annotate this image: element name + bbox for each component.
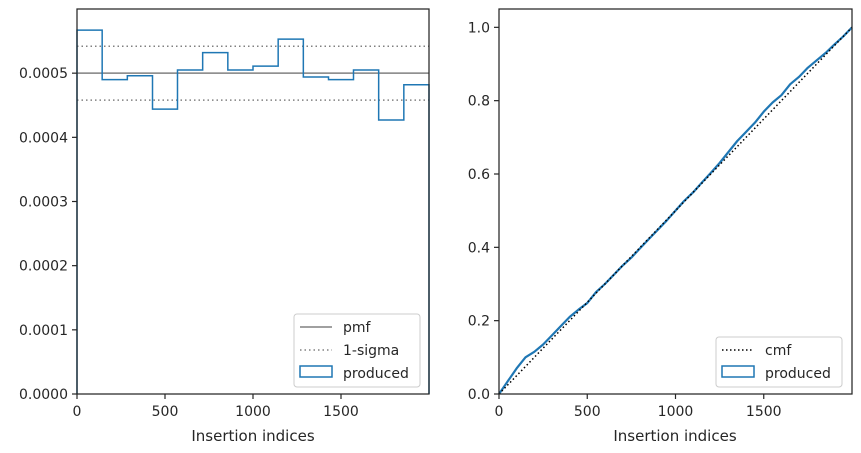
cmf-line bbox=[498, 26, 853, 395]
legend-sigma-label: 1-sigma bbox=[343, 343, 399, 359]
right-plot-area bbox=[498, 26, 853, 395]
left-x-ticks: 0 500 1000 1500 bbox=[73, 394, 359, 420]
y-tick-label: 0.0002 bbox=[19, 259, 68, 275]
y-tick-label: 0.8 bbox=[468, 94, 490, 110]
legend-produced-swatch bbox=[299, 365, 333, 378]
legend-produced-label: produced bbox=[343, 366, 409, 382]
x-tick-label: 0 bbox=[73, 404, 82, 420]
y-tick-label: 0.0 bbox=[468, 387, 490, 403]
left-y-ticks: 0.0000 0.0001 0.0002 0.0003 0.0004 0.0005 bbox=[19, 66, 77, 403]
left-legend-box bbox=[293, 313, 421, 388]
left-legend: pmf 1-sigma produced bbox=[293, 313, 421, 388]
left-x-axis-label: Insertion indices bbox=[191, 427, 314, 445]
x-tick-label: 0 bbox=[495, 404, 504, 420]
y-tick-label: 0.0003 bbox=[19, 195, 68, 211]
x-tick-label: 1500 bbox=[746, 404, 782, 420]
x-tick-label: 1000 bbox=[658, 404, 694, 420]
x-tick-label: 500 bbox=[574, 404, 601, 420]
right-chart: 0 500 1000 1500 0.0 0.2 0.4 0.6 0.8 1.0 Insertio… bbox=[468, 8, 853, 445]
right-y-ticks: 0.0 0.2 0.4 0.6 0.8 1.0 bbox=[468, 20, 499, 403]
x-tick-label: 500 bbox=[152, 404, 179, 420]
legend-pmf-label: pmf bbox=[343, 320, 372, 336]
legend-cmf-label: cmf bbox=[765, 343, 792, 359]
legend-produced-label-right: produced bbox=[765, 366, 831, 382]
y-tick-label: 0.0001 bbox=[19, 323, 68, 339]
x-tick-label: 1000 bbox=[235, 404, 271, 420]
right-x-ticks: 0 500 1000 1500 bbox=[495, 394, 782, 420]
left-chart: 0 500 1000 1500 0.00000.00010.00020.00030.0… bbox=[19, 8, 430, 445]
y-tick-label: 0.2 bbox=[468, 314, 490, 330]
y-tick-label: 0.6 bbox=[468, 167, 490, 183]
left-plot-area bbox=[76, 29, 430, 394]
right-legend: cmf produced bbox=[715, 336, 843, 388]
y-tick-label: 0.0000 bbox=[19, 387, 68, 403]
x-tick-label: 1500 bbox=[323, 404, 359, 420]
y-tick-label: 0.0004 bbox=[19, 130, 68, 146]
legend-produced-swatch-right bbox=[721, 365, 755, 378]
produced-histogram bbox=[76, 29, 430, 394]
produced-cdf-line bbox=[498, 26, 853, 395]
y-tick-label: 1.0 bbox=[468, 20, 490, 36]
y-tick-label: 0.4 bbox=[468, 240, 490, 256]
y-tick-label: 0.0005 bbox=[19, 66, 68, 82]
right-x-axis-label: Insertion indices bbox=[613, 427, 736, 445]
